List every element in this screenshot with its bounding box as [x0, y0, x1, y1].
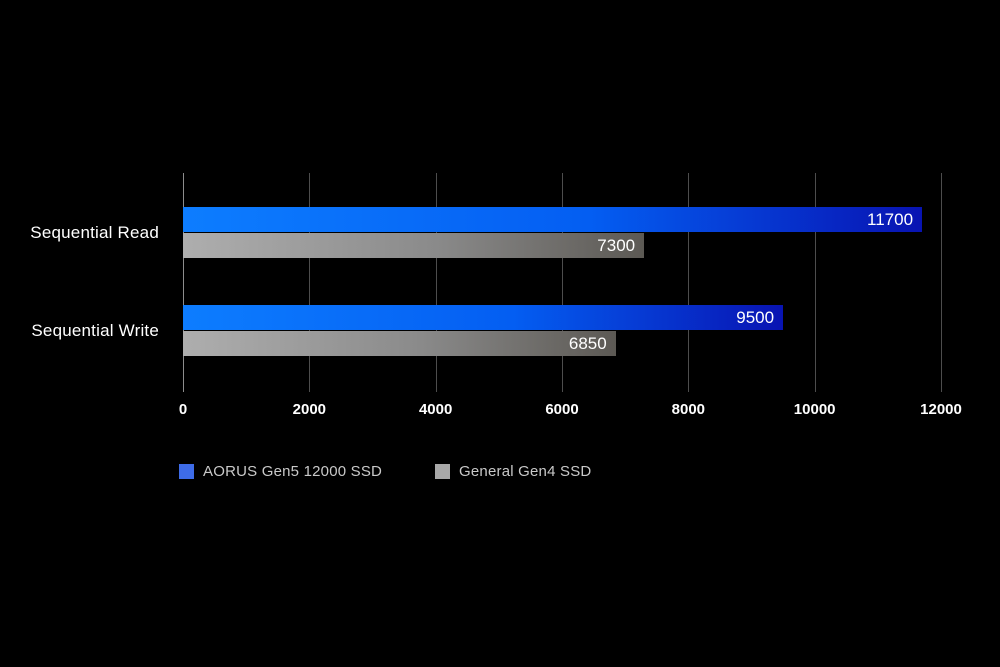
bar-group: Sequential Read 11700 7300 — [30, 207, 941, 258]
x-axis-tick-label: 0 — [178, 401, 188, 418]
plot-area: Sequential Read 11700 7300 Sequential Write… — [30, 173, 942, 392]
gridline — [435, 173, 437, 392]
legend-label: General Gen4 SSD — [459, 463, 592, 480]
legend-swatch — [435, 464, 450, 479]
legend-swatch — [179, 464, 194, 479]
bar: 11700 — [183, 207, 923, 232]
gridline — [941, 173, 942, 392]
legend: AORUS Gen5 12000 SSD General Gen4 SSD — [0, 463, 1000, 483]
x-axis-tick-label: 6000 — [545, 401, 579, 418]
x-axis: 0 2000 4000 6000 8000 10000 12000 — [179, 401, 962, 421]
value-label: 9500 — [736, 307, 775, 327]
category-label: Sequential Write — [31, 320, 159, 340]
value-label: 6850 — [568, 333, 607, 353]
gridline — [814, 173, 816, 392]
value-label: 7300 — [597, 235, 636, 255]
x-axis-tick-label: 4000 — [418, 401, 453, 418]
x-axis-tick-label: 10000 — [793, 401, 836, 418]
bar: 6850 — [183, 331, 616, 356]
zero-axis-line — [183, 173, 184, 392]
x-axis-tick-label: 2000 — [292, 401, 327, 418]
legend-item: AORUS Gen5 12000 SSD — [179, 463, 382, 480]
category-label: Sequential Read — [30, 222, 159, 242]
gridline — [309, 173, 311, 392]
gridline — [688, 173, 690, 392]
bar: 9500 — [183, 305, 784, 330]
legend-item: General Gen4 SSD — [435, 463, 591, 480]
gridline — [562, 173, 563, 392]
value-label: 11700 — [867, 209, 914, 229]
bar: 7300 — [183, 233, 645, 258]
bar-group: Sequential Write 9500 6850 — [31, 305, 941, 356]
x-axis-tick-label: 8000 — [671, 401, 706, 418]
x-axis-tick-label: 12000 — [920, 401, 962, 418]
legend-label: AORUS Gen5 12000 SSD — [203, 463, 383, 480]
